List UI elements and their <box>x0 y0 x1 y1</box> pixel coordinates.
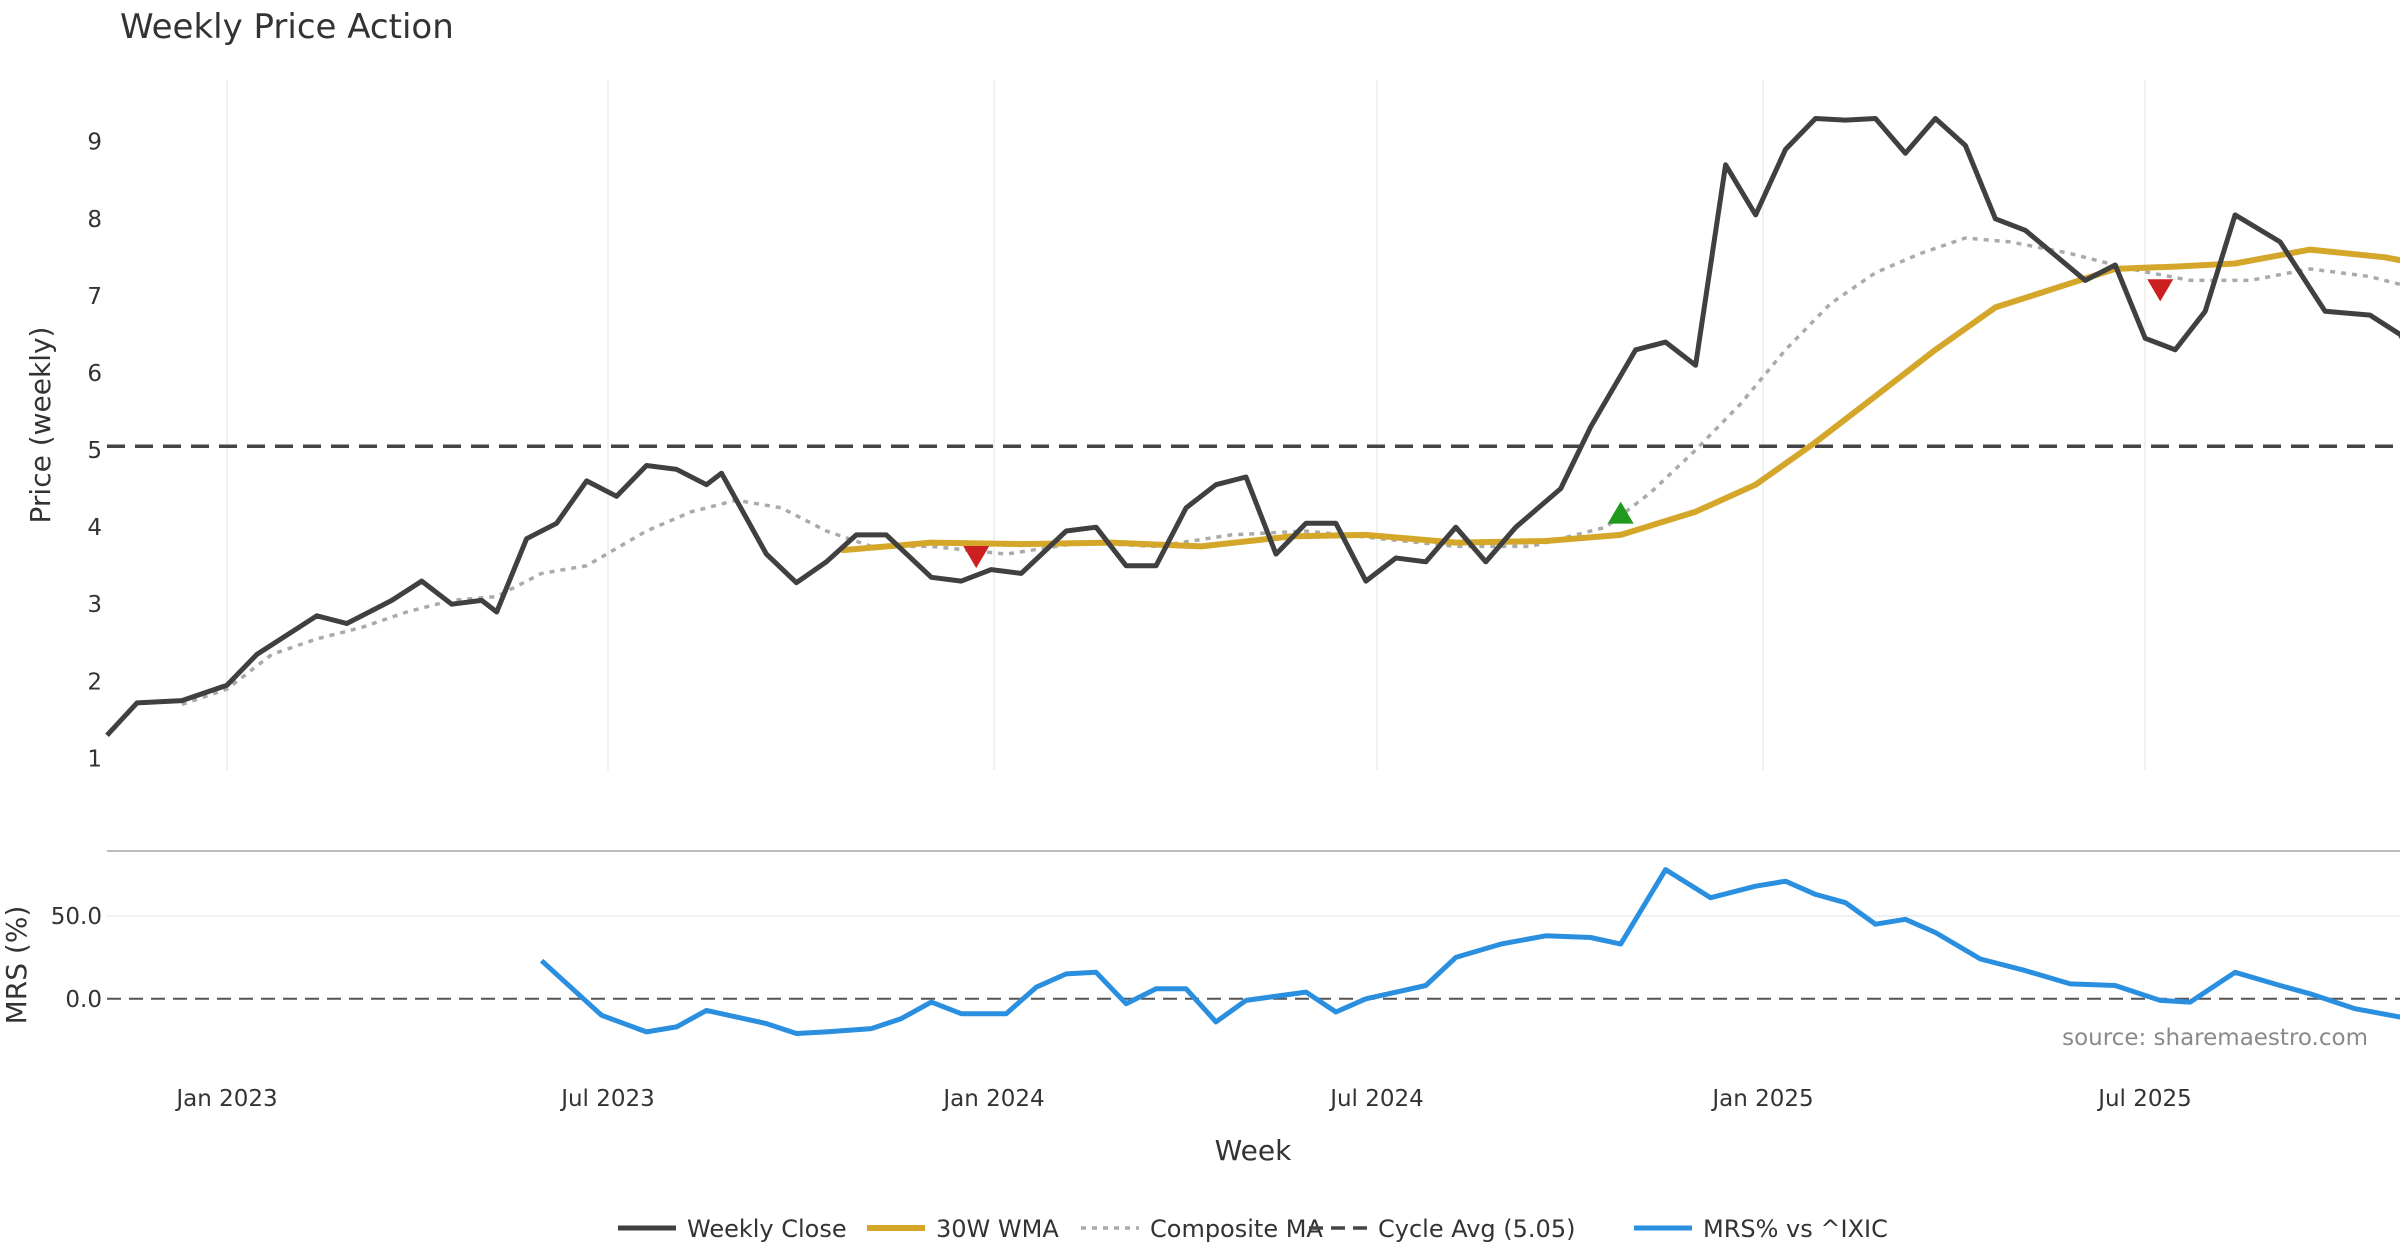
x-tick-label: Jan 2025 <box>1710 1086 1813 1112</box>
price-y-tick-label: 2 <box>87 669 102 695</box>
x-axis-ticks: Jan 2023 Jul 2023 Jan 2024 Jul 2024 Jan 2025… <box>174 1086 2191 1112</box>
x-tick-label: Jul 2024 <box>1328 1086 1424 1112</box>
legend-label: Composite MA <box>1150 1215 1323 1243</box>
price-y-tick-label: 1 <box>87 746 102 772</box>
source-note: source: sharemaestro.com <box>2062 1025 2368 1051</box>
price-y-tick-label: 4 <box>87 515 102 541</box>
weekly-close-line <box>105 116 2400 737</box>
x-tick-label: Jul 2023 <box>559 1086 655 1112</box>
buy-signal-marker <box>1607 501 1634 524</box>
x-tick-label: Jan 2023 <box>174 1086 277 1112</box>
chart-title: Weekly Price Action <box>120 7 454 47</box>
legend-label: 30W WMA <box>936 1215 1059 1243</box>
legend-entry: 30W WMA <box>867 1215 1059 1243</box>
mrs-panel: 0.0 50.0 MRS (%) source: sharemaestro.com <box>0 867 2400 1051</box>
legend-entry: Cycle Avg (5.05) <box>1309 1215 1575 1243</box>
price-y-axis-title: Price (weekly) <box>24 327 57 524</box>
signal-markers <box>963 279 2174 569</box>
mrs-y-tick-label: 50.0 <box>51 904 102 930</box>
legend-label: Weekly Close <box>687 1215 847 1243</box>
legend-label: MRS% vs ^IXIC <box>1703 1215 1888 1243</box>
legend-entry: MRS% vs ^IXIC <box>1634 1215 1888 1243</box>
x-tick-label: Jan 2024 <box>941 1086 1044 1112</box>
price-y-tick-label: 3 <box>87 592 102 618</box>
mrs-line <box>539 867 2400 1036</box>
sell-signal-marker <box>963 546 990 569</box>
x-tick-label: Jul 2025 <box>2096 1086 2192 1112</box>
price-y-tick-label: 8 <box>87 207 102 233</box>
price-gridlines <box>226 80 2146 770</box>
price-y-ticks: 1 2 3 4 5 6 7 8 9 <box>87 130 102 773</box>
x-axis-title: Week <box>1215 1134 1292 1167</box>
price-y-tick-label: 6 <box>87 361 102 387</box>
legend-entry: Weekly Close <box>618 1215 847 1243</box>
composite-ma-line <box>181 236 2400 707</box>
legend-label: Cycle Avg (5.05) <box>1378 1215 1575 1243</box>
price-panel: 1 2 3 4 5 6 7 8 9 Price (weekly) <box>24 80 2400 772</box>
price-y-tick-label: 9 <box>87 130 102 156</box>
mrs-y-ticks: 0.0 50.0 <box>51 904 102 1013</box>
price-y-tick-label: 7 <box>87 284 102 310</box>
mrs-y-tick-label: 0.0 <box>65 987 102 1013</box>
sell-signal-marker <box>2147 279 2174 302</box>
legend: Weekly Close 30W WMA Composite MA Cycle Avg… <box>618 1215 1888 1243</box>
mrs-y-axis-title: MRS (%) <box>0 906 33 1025</box>
legend-entry: Composite MA <box>1081 1215 1323 1243</box>
price-y-tick-label: 5 <box>87 438 102 464</box>
wma-30w-line <box>841 246 2400 554</box>
